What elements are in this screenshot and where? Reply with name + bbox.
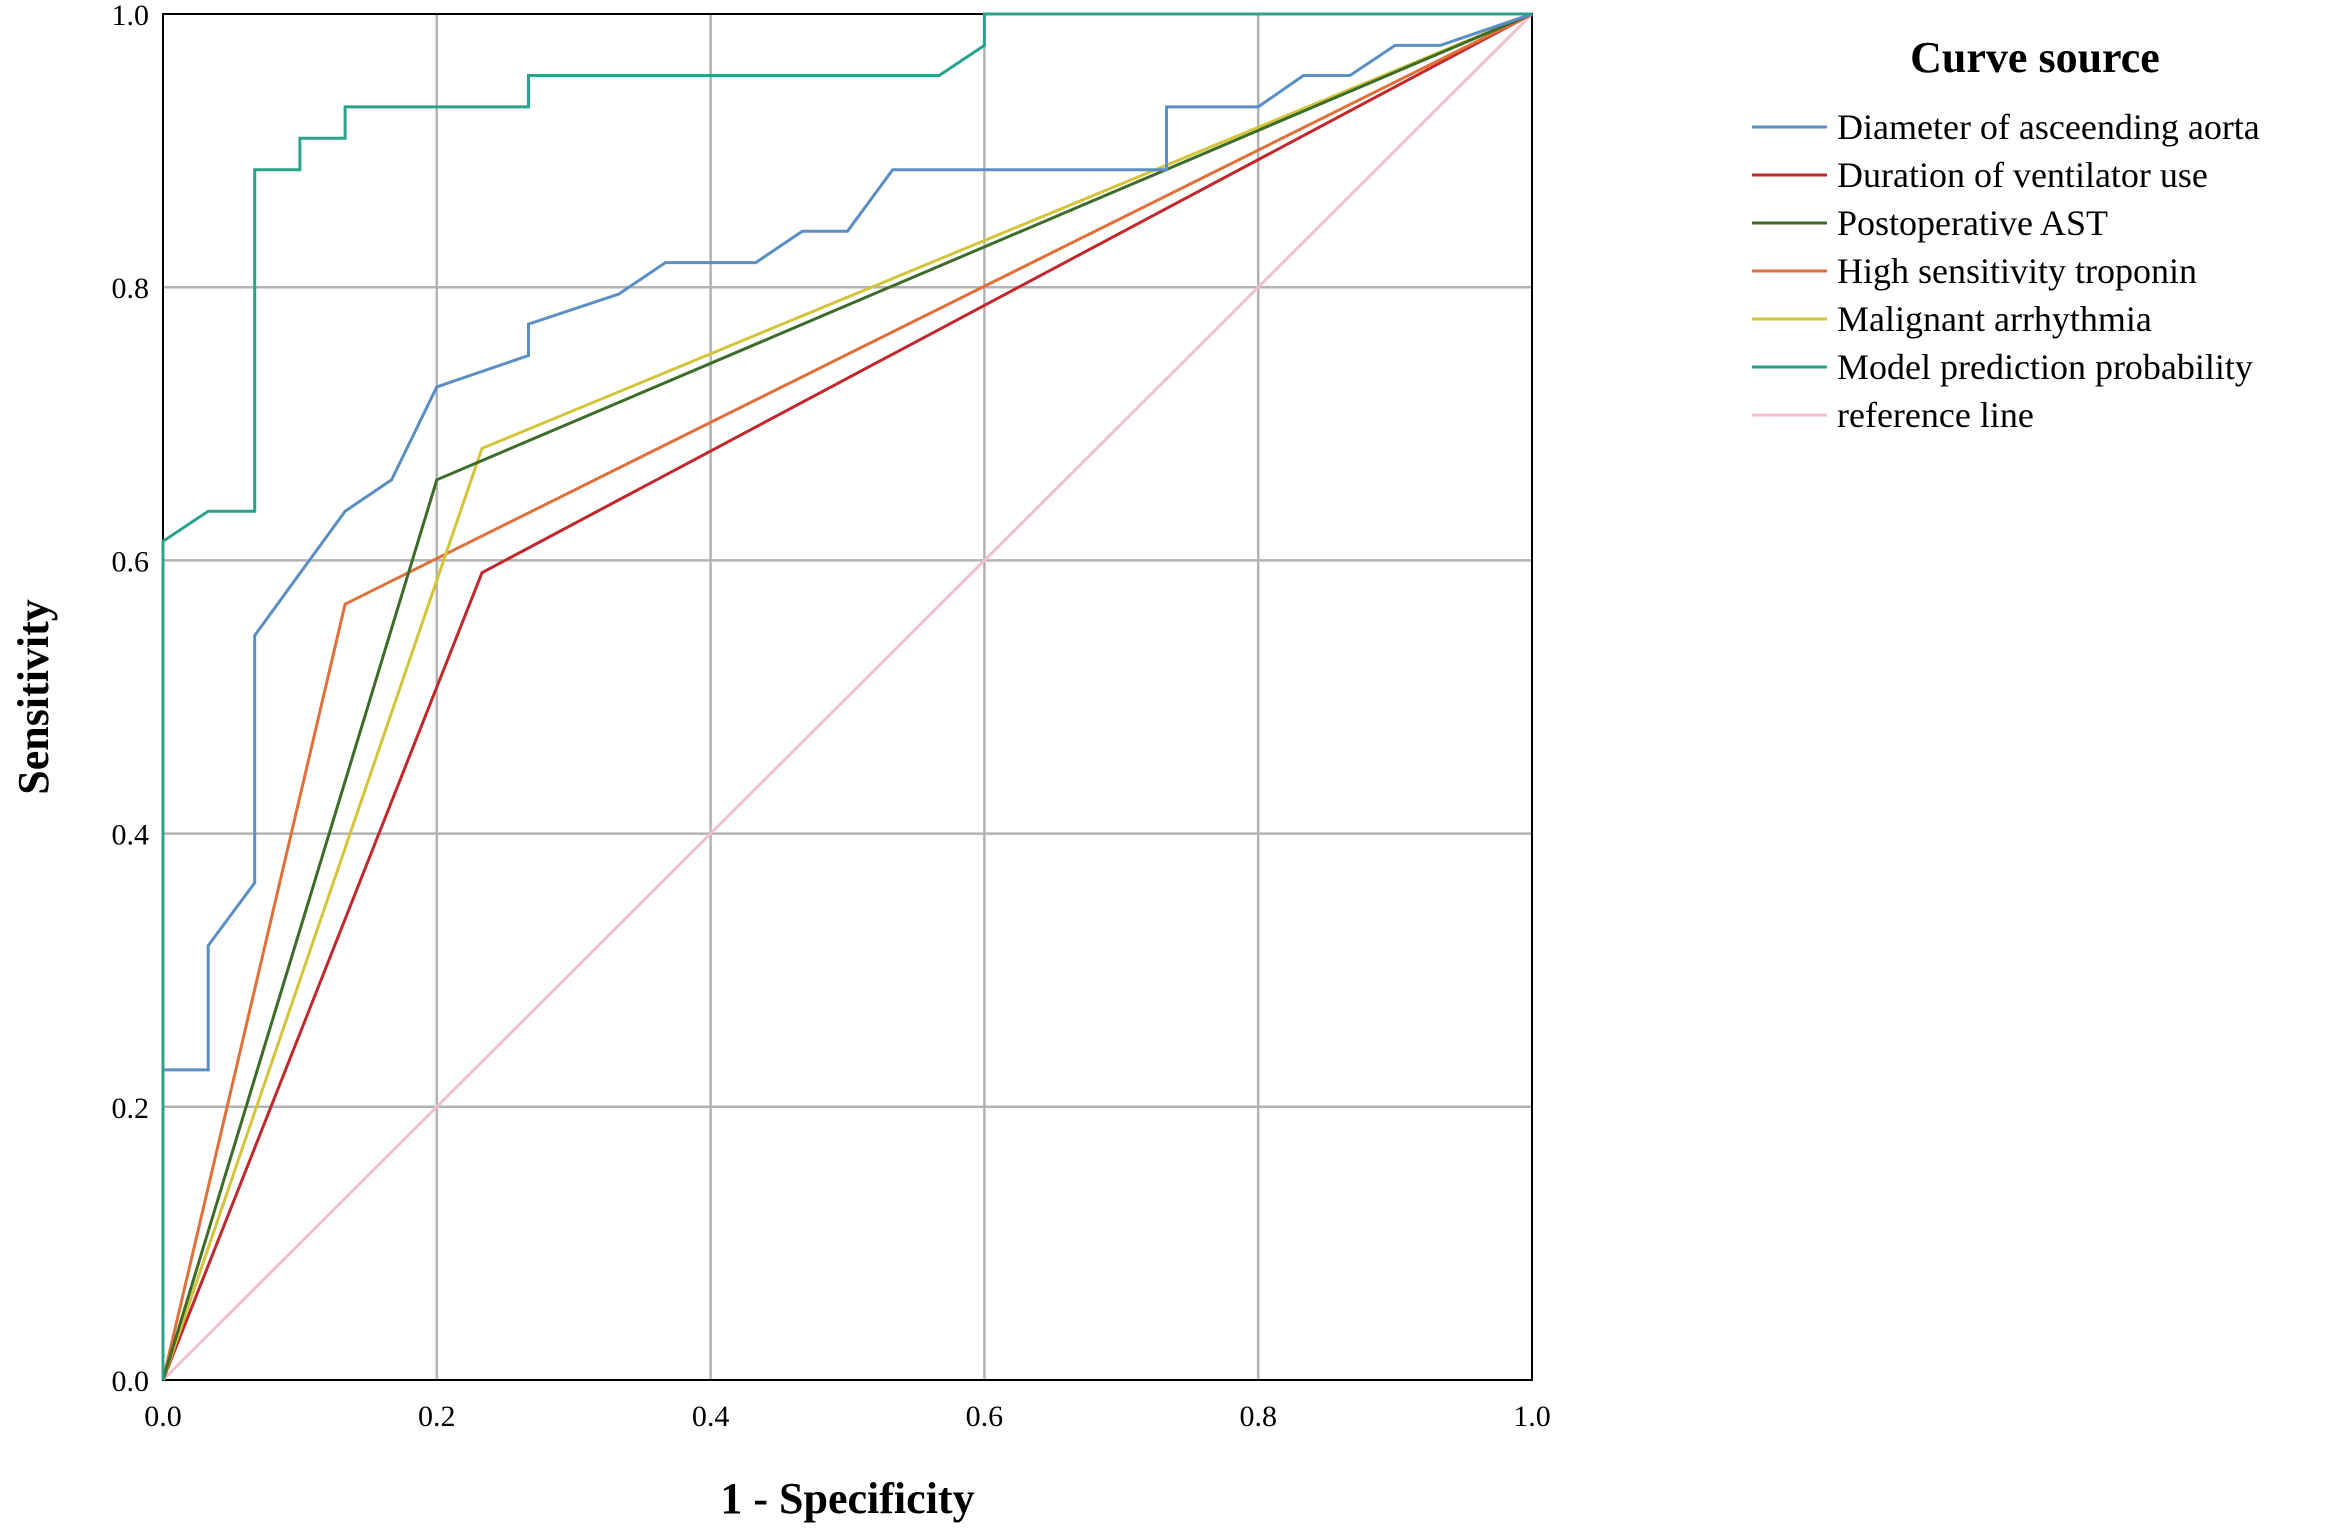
legend: Diameter of asceending aorta Duration of …	[1752, 107, 2260, 435]
legend-item-label: Duration of ventilator use	[1837, 155, 2208, 195]
y-tick-label: 0.0	[112, 1365, 150, 1398]
series-line-4	[161, 12, 1533, 1381]
legend-item-label: High sensitivity troponin	[1837, 251, 2197, 291]
x-tick-label: 1.0	[1513, 1400, 1551, 1433]
x-tick-label: 0.8	[1239, 1400, 1277, 1433]
legend-item-label: reference line	[1837, 395, 2034, 435]
x-axis-title: 1 - Specificity	[720, 1474, 974, 1523]
y-tick-label: 0.8	[112, 272, 150, 305]
x-tick-label: 0.0	[144, 1400, 182, 1433]
y-axis-ticks: 0.0 0.2 0.4 0.6 0.8 1.0	[112, 0, 150, 1398]
y-tick-label: 0.4	[112, 819, 150, 852]
legend-item-label: Model prediction probability	[1837, 347, 2253, 387]
series-line-0	[161, 12, 1533, 1380]
x-axis-ticks: 0.0 0.2 0.4 0.6 0.8 1.0	[144, 1400, 1551, 1433]
x-tick-label: 0.6	[966, 1400, 1004, 1433]
legend-item-label: Malignant arrhythmia	[1837, 299, 2152, 339]
series-layer	[161, 12, 1534, 1382]
series-line-3	[161, 12, 1533, 1381]
x-tick-label: 0.4	[692, 1400, 730, 1433]
legend-item-label: Diameter of asceending aorta	[1837, 107, 2260, 147]
x-tick-label: 0.2	[418, 1400, 456, 1433]
legend-title: Curve source	[1910, 33, 2160, 82]
y-axis-title: Sensitivity	[9, 599, 58, 795]
y-tick-label: 0.6	[112, 545, 150, 578]
legend-item-label: Postoperative AST	[1837, 203, 2108, 243]
y-tick-label: 0.2	[112, 1092, 150, 1125]
series-line-6	[161, 12, 1534, 1382]
y-tick-label: 1.0	[112, 0, 150, 32]
series-line-5	[161, 12, 1532, 1380]
series-line-1	[161, 12, 1533, 1381]
